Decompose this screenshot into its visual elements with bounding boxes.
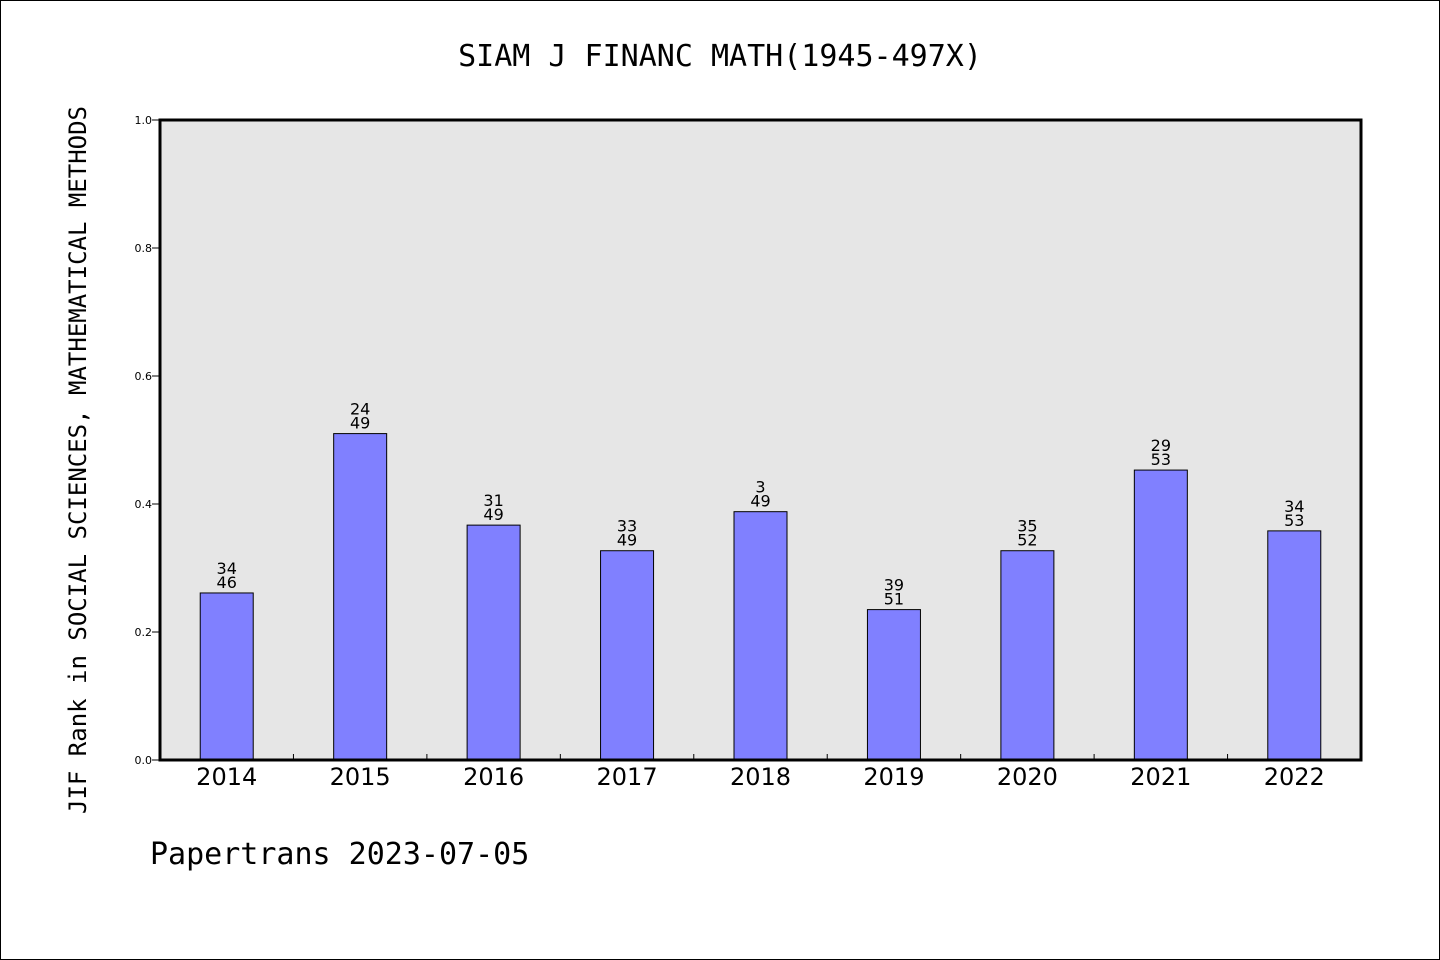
plot-border: [158, 118, 1363, 762]
bar: [600, 550, 655, 761]
bar-total-label: 53: [1151, 450, 1171, 469]
x-tick-label: 2014: [196, 763, 257, 791]
bar-total-label: 49: [617, 531, 637, 550]
bar-rank-label: 24: [350, 400, 370, 419]
y-tick-label: 0.0: [135, 754, 153, 767]
bar-total-label: 51: [884, 590, 904, 609]
x-tick-label: 2018: [730, 763, 791, 791]
bar: [1133, 469, 1188, 761]
x-tick-label: 2017: [597, 763, 658, 791]
y-axis-ticks: 0.0 0.2 0.4 0.6 0.8 1.0: [135, 114, 160, 767]
x-tick-label: 2015: [330, 763, 391, 791]
bar: [466, 524, 521, 761]
x-tick-label: 2022: [1264, 763, 1325, 791]
footer-credit: Papertrans 2023-07-05: [150, 837, 529, 872]
bar-total-label: 49: [483, 505, 503, 524]
bar-total-label: 52: [1017, 531, 1037, 550]
chart-title: SIAM J FINANC MATH(1945-497X): [458, 39, 982, 74]
bar: [866, 609, 921, 761]
bar-rank-label: 39: [884, 576, 904, 595]
bar-rank-label: 31: [483, 491, 503, 510]
y-tick-label: 1.0: [135, 114, 153, 127]
bar: [199, 592, 254, 761]
y-axis-label: JIF Rank in SOCIAL SCIENCES, MATHEMATICA…: [64, 106, 92, 814]
bar-rank-label: 34: [1284, 497, 1304, 516]
bar-total-label: 49: [750, 492, 770, 511]
bar-rank-label: 33: [617, 517, 637, 536]
y-tick-label: 0.4: [135, 498, 153, 511]
bar: [1000, 550, 1055, 761]
y-tick-label: 0.8: [135, 242, 153, 255]
bar: [1267, 530, 1322, 761]
x-tick-label: 2016: [463, 763, 524, 791]
y-tick-label: 0.2: [135, 626, 153, 639]
x-tick-label: 2020: [997, 763, 1058, 791]
bar-total-label: 49: [350, 414, 370, 433]
bar-rank-label: 3: [755, 478, 765, 497]
bar-rank-label: 29: [1151, 436, 1171, 455]
x-tick-label: 2021: [1130, 763, 1191, 791]
bar: [733, 511, 788, 761]
bar-total-label: 53: [1284, 511, 1304, 530]
x-tick-label: 2019: [863, 763, 924, 791]
bar-rank-label: 34: [217, 559, 237, 578]
x-axis-tick-labels: 2014 2015 2016 2017 2018 2019 2020 2021 2022: [196, 763, 1325, 791]
bar-total-label: 46: [217, 573, 237, 592]
bar-series: [199, 433, 1322, 761]
y-tick-label: 0.6: [135, 370, 153, 383]
bar-rank-label: 35: [1017, 517, 1037, 536]
bar: [333, 433, 388, 761]
